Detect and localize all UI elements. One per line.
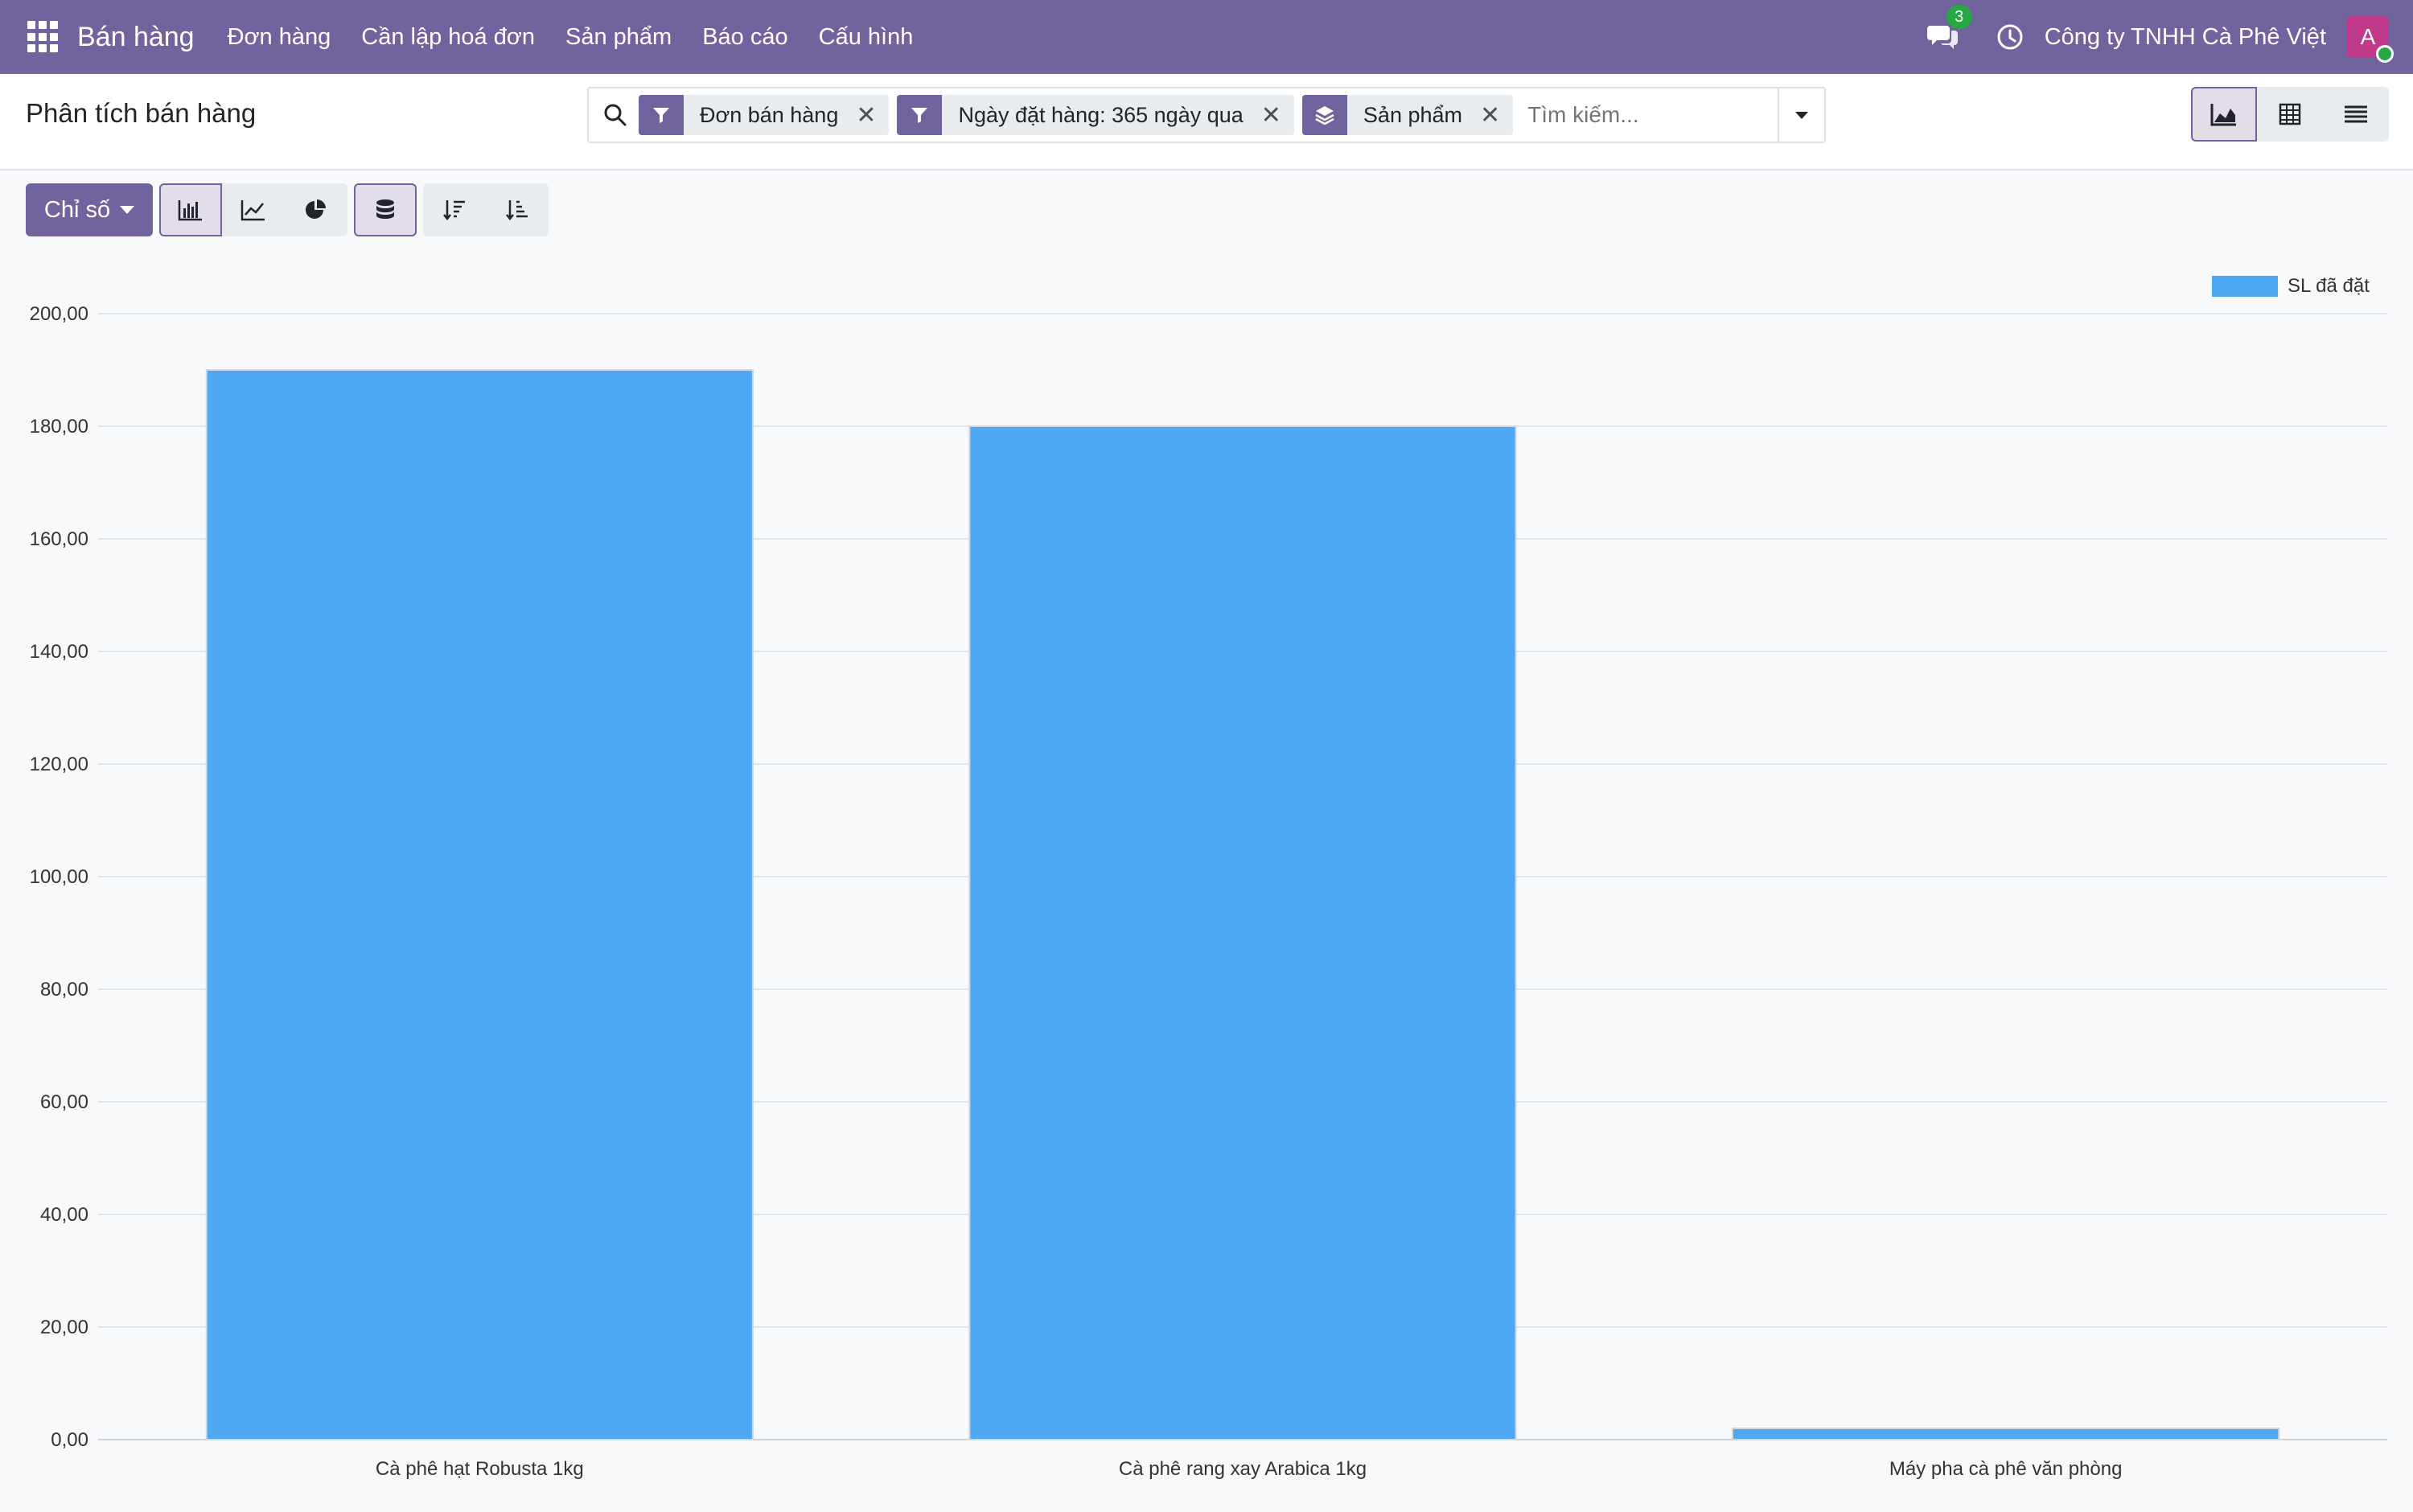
sort-ascending-icon	[506, 200, 528, 221]
facet-remove-icon[interactable]: ✕	[1480, 101, 1501, 129]
stacked-toggle-button[interactable]	[354, 183, 417, 236]
bar[interactable]	[1732, 1428, 2280, 1440]
menu-products[interactable]: Sản phẩm	[565, 23, 672, 50]
bar[interactable]	[205, 369, 754, 1440]
facet-value: Ngày đặt hàng: 365 ngày qua	[958, 102, 1243, 127]
line-chart-icon	[240, 200, 265, 221]
legend-swatch	[2212, 276, 2278, 297]
caret-down-icon	[120, 206, 135, 214]
chat-icon[interactable]: 3	[1926, 5, 1972, 53]
search-bar[interactable]: Đơn bán hàng ✕ Ngày đặt hàng: 365 ngày q…	[587, 87, 1826, 143]
pie-chart-button[interactable]	[285, 183, 347, 236]
control-panel: Phân tích bán hàng Đơn bán hàng ✕ Ngày đ…	[0, 74, 2413, 171]
navbar-systray: 3 Công ty TNHH Cà Phê Việt A	[1926, 0, 2413, 74]
view-switcher	[2191, 87, 2389, 142]
app-name[interactable]: Bán hàng	[77, 21, 195, 52]
layers-icon	[1301, 95, 1347, 135]
graph-toolbar: Chỉ số	[26, 183, 549, 236]
y-tick-label: 0,00	[51, 1429, 88, 1451]
y-tick-label: 140,00	[30, 641, 88, 663]
y-tick-label: 60,00	[40, 1091, 88, 1113]
menu-configuration[interactable]: Cấu hình	[818, 23, 914, 50]
graph-area: 0,00 20,00 40,00 60,00 80,00 100,00 120,00 140,…	[0, 257, 2413, 1512]
sort-descending-button[interactable]	[423, 183, 486, 236]
measures-label: Chỉ số	[43, 196, 111, 223]
menu-to-invoice[interactable]: Cần lập hoá đơn	[361, 23, 535, 50]
bar[interactable]	[968, 425, 1517, 1440]
database-stack-icon	[376, 199, 394, 219]
caret-down-icon	[1795, 112, 1808, 119]
pie-chart-icon	[306, 199, 326, 219]
x-tick-label: Cà phê rang xay Arabica 1kg	[1119, 1458, 1367, 1480]
y-tick-label: 200,00	[30, 303, 88, 325]
line-chart-button[interactable]	[222, 183, 285, 236]
bar-chart-icon	[178, 200, 202, 221]
facet-group-by-product: Sản phẩm ✕	[1301, 95, 1514, 135]
facet-order-date: Ngày đặt hàng: 365 ngày qua ✕	[897, 95, 1294, 135]
x-tick-label: Cà phê hạt Robusta 1kg	[376, 1458, 584, 1480]
avatar-initial: A	[2360, 24, 2376, 49]
table-icon	[2279, 103, 2301, 125]
measures-dropdown-button[interactable]: Chỉ số	[26, 183, 153, 236]
pivot-view-button[interactable]	[2257, 87, 2323, 142]
facet-remove-icon[interactable]: ✕	[1260, 101, 1281, 129]
sort-ascending-button[interactable]	[486, 183, 549, 236]
y-tick-label: 160,00	[30, 528, 88, 550]
bar-chart-button[interactable]	[159, 183, 222, 236]
legend-label: SL đã đặt	[2288, 275, 2370, 297]
list-icon	[2345, 105, 2367, 123]
list-view-button[interactable]	[2323, 87, 2389, 142]
top-navbar: Bán hàng Đơn hàng Cần lập hoá đơn Sản ph…	[0, 0, 2413, 74]
y-tick-label: 80,00	[40, 979, 88, 1000]
graph-view-button[interactable]	[2191, 87, 2257, 142]
facet-value: Đơn bán hàng	[700, 102, 839, 127]
chart-legend[interactable]: SL đã đặt	[2212, 275, 2370, 298]
filter-icon	[897, 95, 943, 135]
menu-reporting[interactable]: Báo cáo	[702, 23, 788, 50]
filter-icon	[639, 95, 684, 135]
facet-remove-icon[interactable]: ✕	[856, 101, 877, 129]
x-tick-label: Máy pha cà phê văn phòng	[1889, 1458, 2123, 1480]
facet-sales-orders: Đơn bán hàng ✕	[639, 95, 890, 135]
y-tick-label: 40,00	[40, 1204, 88, 1226]
chat-count-badge: 3	[1946, 5, 1972, 29]
area-chart-icon	[2210, 104, 2236, 126]
sort-group	[423, 183, 549, 236]
bar-chart: 0,00 20,00 40,00 60,00 80,00 100,00 120,00 140,…	[30, 303, 2387, 1480]
y-tick-label: 120,00	[30, 754, 88, 775]
online-status-dot	[2376, 45, 2394, 63]
stack-group	[354, 183, 417, 236]
menu-orders[interactable]: Đơn hàng	[227, 23, 331, 50]
search-input[interactable]	[1527, 102, 1794, 128]
company-switcher[interactable]: Công ty TNHH Cà Phê Việt	[2044, 23, 2326, 50]
chart-type-group	[159, 183, 347, 236]
y-tick-label: 20,00	[40, 1317, 88, 1338]
activity-clock-icon[interactable]	[1996, 23, 2024, 51]
user-avatar[interactable]: A	[2347, 16, 2394, 63]
facet-value: Sản phẩm	[1363, 102, 1463, 127]
app-menu-grid-icon[interactable]	[27, 21, 60, 53]
page-title: Phân tích bán hàng	[26, 98, 257, 128]
y-tick-label: 180,00	[30, 416, 88, 438]
search-options-toggle[interactable]	[1778, 88, 1824, 142]
sort-descending-icon	[443, 200, 465, 221]
y-tick-label: 100,00	[30, 866, 88, 888]
search-icon	[602, 101, 629, 129]
